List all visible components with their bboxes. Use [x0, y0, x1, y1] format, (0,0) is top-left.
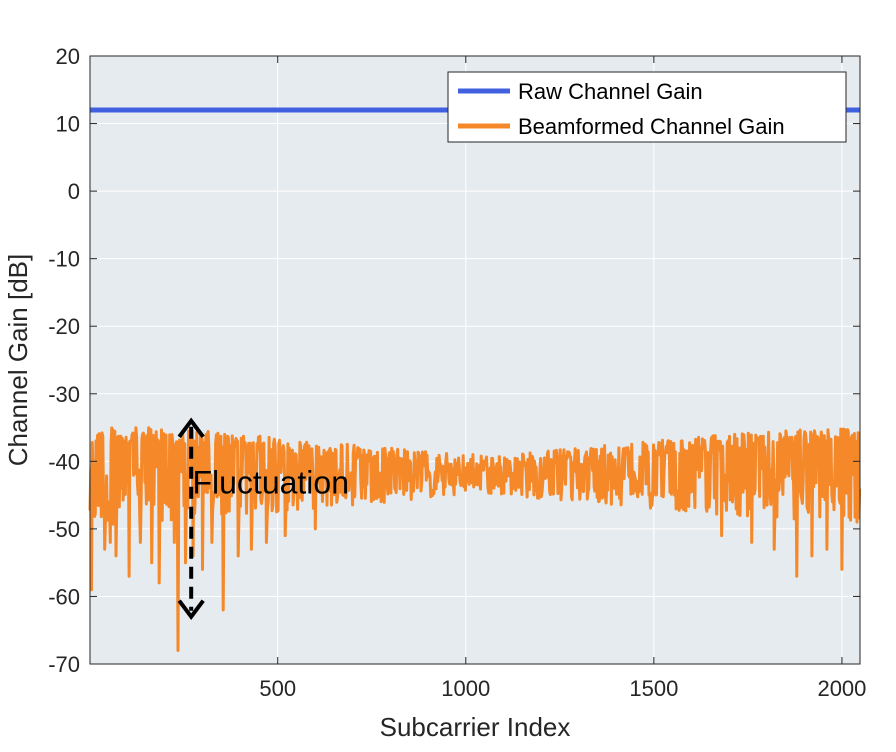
- y-tick-label: -10: [48, 247, 80, 272]
- x-axis-label: Subcarrier Index: [380, 712, 571, 742]
- y-tick-label: 0: [68, 179, 80, 204]
- y-tick-label: -50: [48, 517, 80, 542]
- legend: Raw Channel Gain Beamformed Channel Gain: [447, 71, 847, 143]
- y-tick-label: 10: [56, 112, 80, 137]
- y-tick-label: -70: [48, 652, 80, 677]
- legend-entry-label: Beamformed Channel Gain: [518, 114, 785, 139]
- annotation-layer: Fluctuation: [177, 417, 349, 621]
- y-tick-label: -30: [48, 382, 80, 407]
- legend-box: [447, 71, 847, 143]
- y-axis-label: Channel Gain [dB]: [3, 254, 33, 466]
- x-tick-label: 1000: [441, 676, 490, 701]
- series-beamformed-line: [88, 426, 862, 652]
- fluctuation-annotation-label: Fluctuation: [192, 465, 349, 501]
- tick-layer: 500 1000 1500 2000 20 10 0 -10 -20 -30 -40 -50 -60 -7…: [48, 44, 866, 701]
- x-tick-label: 2000: [817, 676, 866, 701]
- plot-frame: [89, 55, 861, 665]
- legend-entry-label: Raw Channel Gain: [518, 79, 703, 104]
- y-tick-label: -40: [48, 449, 80, 474]
- x-tick-label: 500: [259, 676, 296, 701]
- y-tick-label: -20: [48, 314, 80, 339]
- fluctuation-arrow-head-down: [177, 599, 205, 621]
- x-tick-label: 1500: [629, 676, 678, 701]
- fluctuation-arrow-head-up: [177, 417, 205, 438]
- y-tick-label: -60: [48, 584, 80, 609]
- y-tick-label: 20: [56, 44, 80, 69]
- plot-background: [90, 56, 860, 664]
